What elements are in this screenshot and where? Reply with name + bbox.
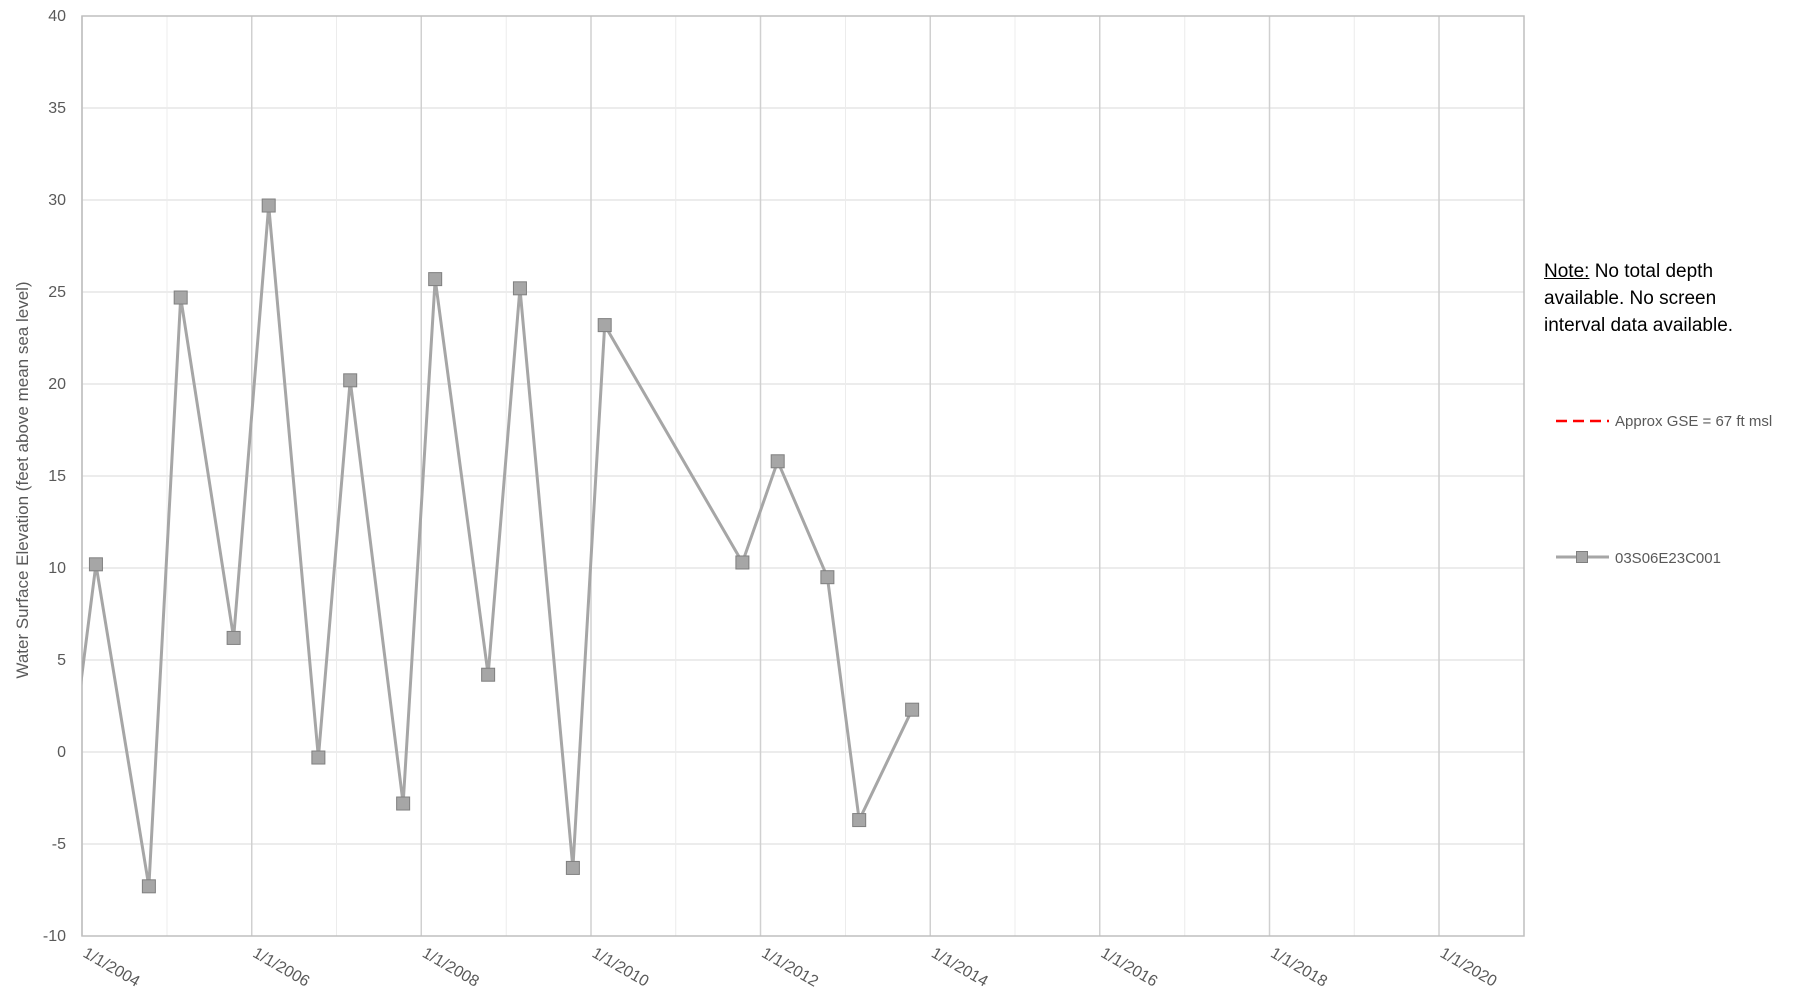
y-tick-label: 20	[48, 376, 66, 393]
legend-marker-swatch	[1576, 551, 1588, 563]
y-tick-label: 15	[48, 468, 66, 485]
x-tick-label: 1/1/2006	[250, 945, 313, 991]
y-axis-title: Water Surface Elevation (feet above mean…	[13, 281, 32, 678]
series-line	[82, 204, 914, 888]
x-tick-label: 1/1/2012	[759, 945, 822, 991]
y-tick-label: 40	[48, 8, 66, 25]
data-point-marker	[428, 272, 443, 287]
data-point-marker	[820, 570, 835, 585]
data-point-marker	[173, 290, 188, 305]
data-point-marker	[141, 879, 156, 894]
x-tick-label: 1/1/2016	[1098, 945, 1161, 991]
x-tick-label: 1/1/2018	[1268, 945, 1331, 991]
x-tick-label: 1/1/2020	[1437, 945, 1500, 991]
y-tick-label: 0	[57, 744, 66, 761]
data-point-marker	[226, 630, 241, 645]
data-point-marker	[905, 702, 920, 717]
data-point-marker	[481, 667, 496, 682]
data-point-marker	[88, 557, 103, 572]
legend-entry-series: 03S06E23C001	[1556, 550, 1721, 567]
y-tick-label: 5	[57, 652, 66, 669]
x-tick-label: 1/1/2014	[928, 945, 991, 991]
data-point-marker	[770, 454, 785, 469]
data-point-marker	[512, 281, 527, 296]
data-point-marker	[311, 750, 326, 765]
plot-area-border	[81, 15, 1525, 937]
y-tick-label: -5	[52, 836, 66, 853]
x-tick-label: 1/1/2008	[419, 945, 482, 991]
note-text: Note: No total depth available. No scree…	[1544, 258, 1774, 339]
y-tick-label: 30	[48, 192, 66, 209]
x-tick-label: 1/1/2010	[589, 945, 652, 991]
legend-label-reference-line: Approx GSE = 67 ft msl	[1615, 413, 1772, 430]
note-lead: Note:	[1544, 261, 1590, 282]
gridlines	[81, 15, 1525, 937]
data-point-marker	[852, 813, 867, 828]
x-tick-label: 1/1/2004	[80, 945, 143, 991]
data-point-marker	[565, 860, 580, 875]
note-body: No total depth available. No screen inte…	[1544, 261, 1734, 336]
legend-label-series: 03S06E23C001	[1615, 550, 1721, 567]
legend: Approx GSE = 67 ft msl 03S06E23C001	[1556, 413, 1772, 567]
y-tick-label: -10	[43, 928, 66, 945]
data-point-marker	[261, 198, 276, 213]
data-point-marker	[735, 555, 750, 570]
data-point-marker	[396, 796, 411, 811]
y-axis-ticks: 40 35 30 25 20 15 10 5 0 -5 -10	[43, 8, 66, 945]
x-axis-ticks: 1/1/2004 1/1/2006 1/1/2008 1/1/2010 1/1/2012…	[80, 945, 1500, 991]
y-tick-label: 25	[48, 284, 66, 301]
y-tick-label: 35	[48, 100, 66, 117]
data-point-marker	[343, 373, 358, 388]
data-point-marker	[597, 318, 612, 333]
legend-entry-reference-line: Approx GSE = 67 ft msl	[1556, 413, 1772, 430]
y-tick-label: 10	[48, 560, 66, 577]
series-layer	[82, 198, 920, 894]
